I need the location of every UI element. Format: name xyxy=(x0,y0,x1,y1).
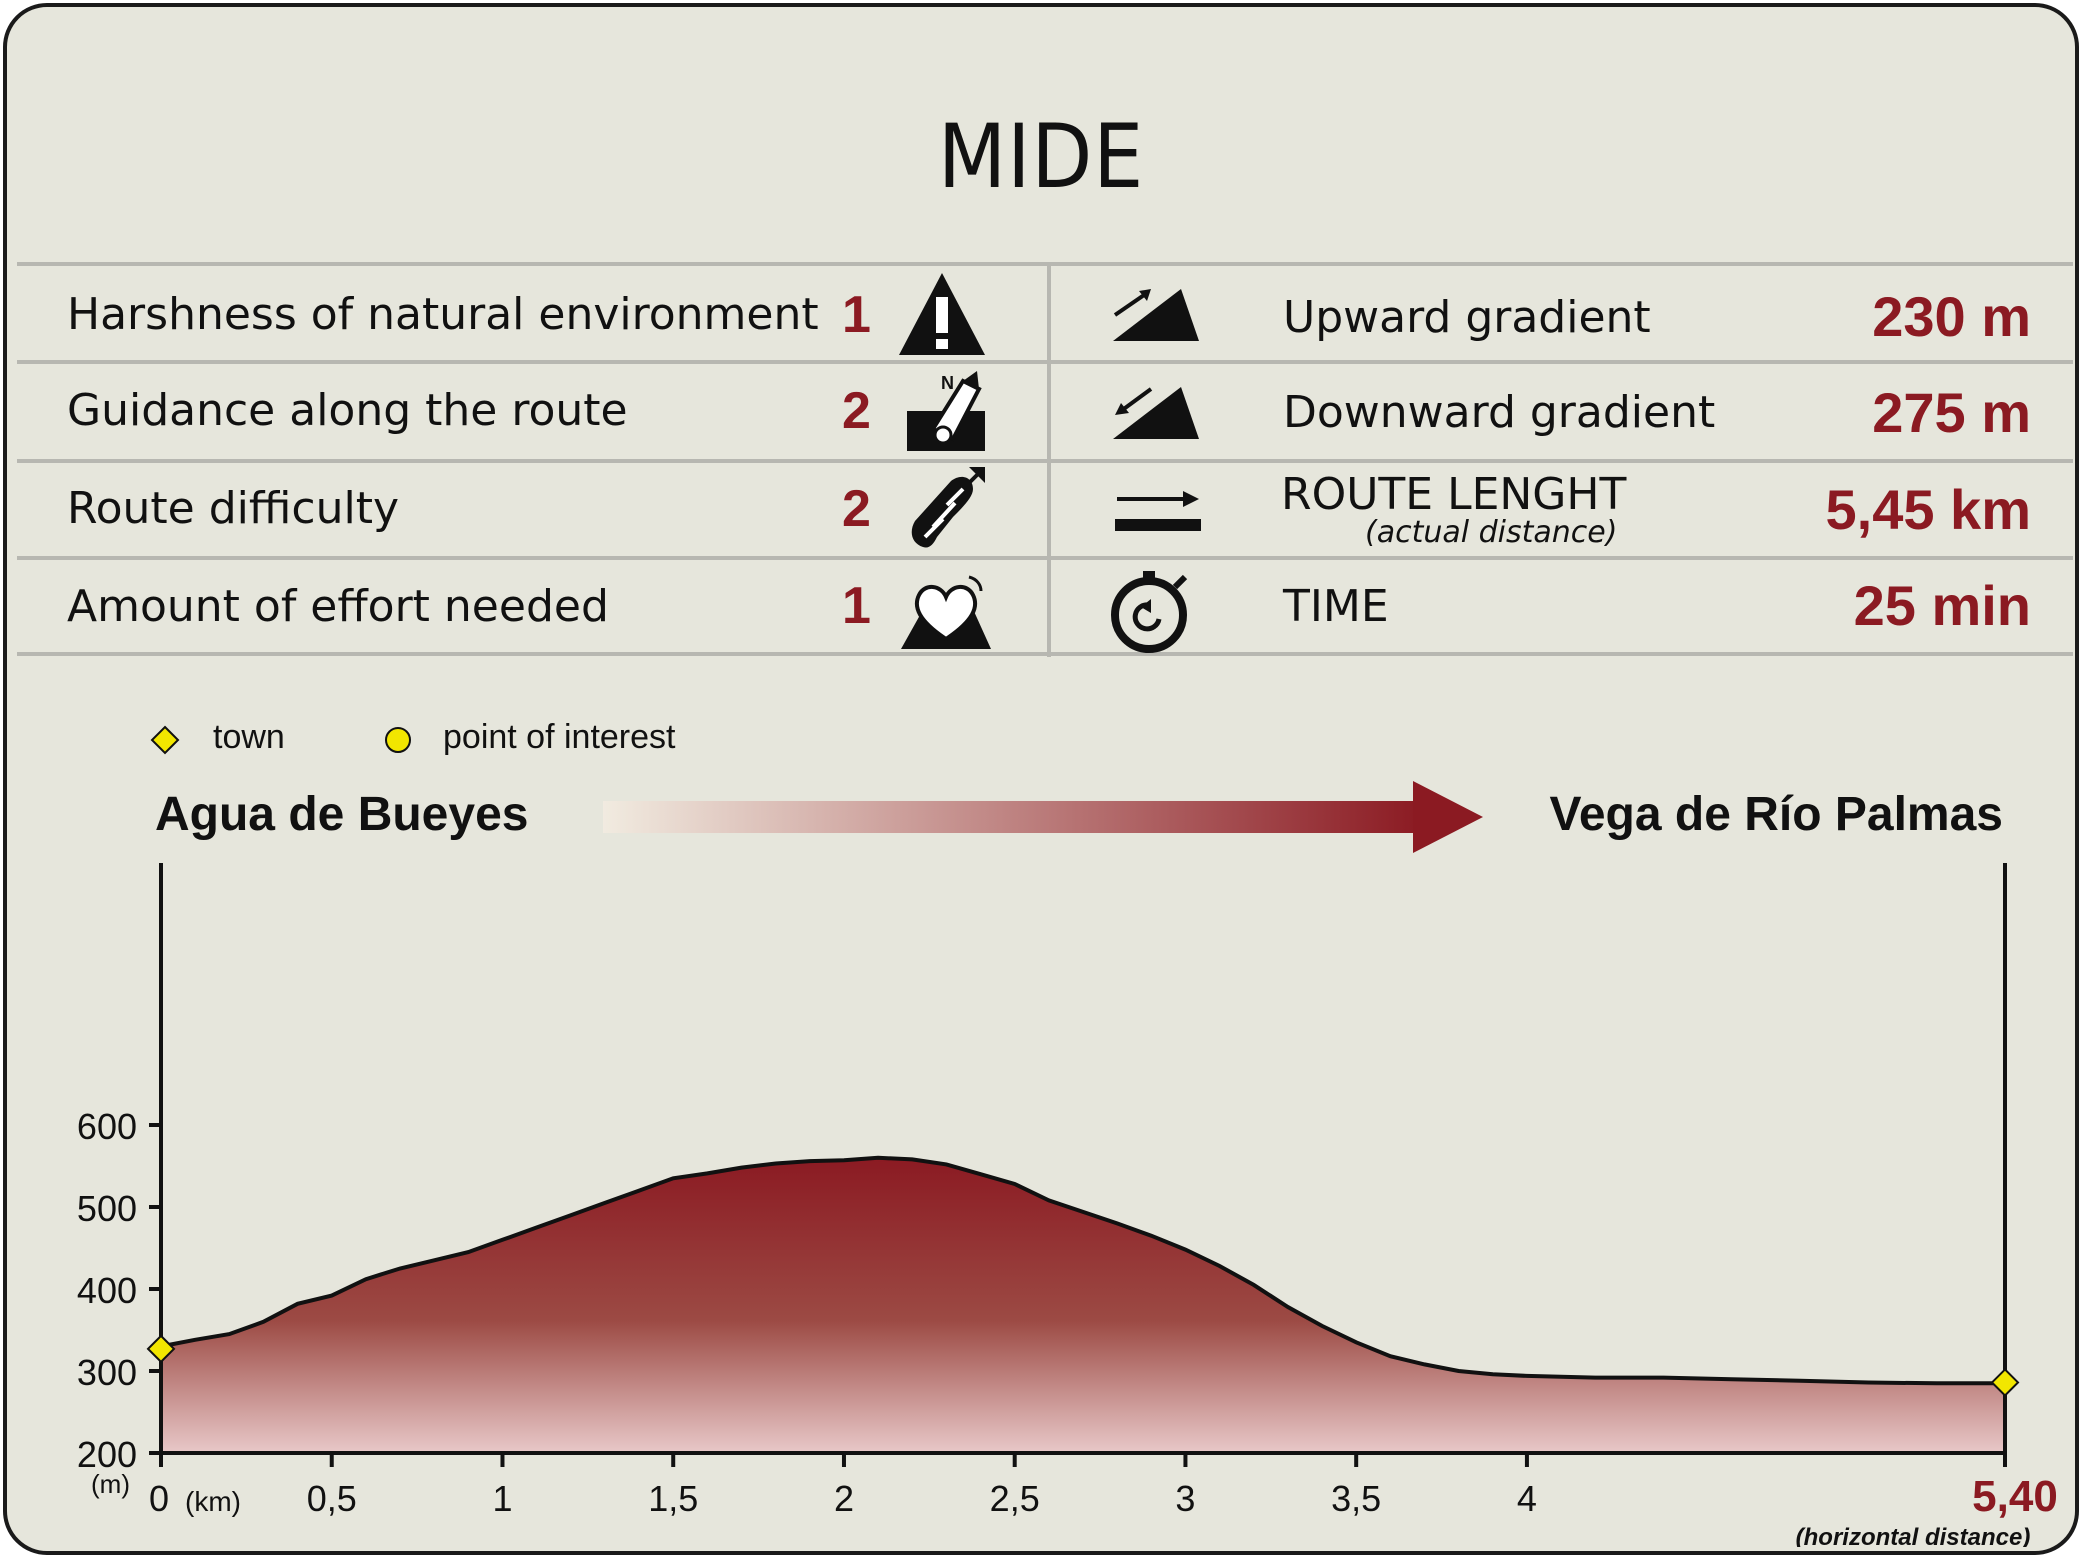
page-title: MIDE xyxy=(937,105,1145,208)
profile-line xyxy=(160,1155,2005,1386)
y-unit-label: (m) xyxy=(91,1469,130,1499)
harshness-score: 1 xyxy=(842,286,871,344)
x-end-label: 5,40 xyxy=(1972,1472,2058,1521)
town-marker xyxy=(1990,1368,2020,1397)
x-end-note: (horizontal distance) xyxy=(1796,1524,2031,1547)
poi-marker-icon xyxy=(385,727,411,753)
legend-town-label: town xyxy=(213,718,285,756)
svg-text:N: N xyxy=(941,373,954,393)
table-divider xyxy=(17,459,2073,463)
x-tick-label: 0,5 xyxy=(307,1478,357,1519)
x-tick-label: 4 xyxy=(1517,1478,1537,1519)
table-divider xyxy=(17,360,2073,364)
table-divider xyxy=(17,262,2073,266)
warning-triangle-icon xyxy=(899,273,985,355)
elevation-profile-chart: 200 300 400 500 600 0 0,5 1 1,5 2 2,5 3 3,5 4 (m) (k… xyxy=(77,863,2058,1547)
difficulty-score: 2 xyxy=(842,480,871,538)
guidance-score: 2 xyxy=(842,382,871,440)
route-length-value: 5,45 km xyxy=(1825,478,2032,541)
heart-mountain-icon xyxy=(901,575,991,649)
x-tick-label: 1 xyxy=(492,1478,512,1519)
y-tick-label: 300 xyxy=(77,1352,137,1393)
difficulty-label: Route difficulty xyxy=(67,483,399,534)
route-length-label: ROUTE LENGHT xyxy=(1281,469,1627,520)
time-label: TIME xyxy=(1283,581,1389,632)
time-value: 25 min xyxy=(1853,574,2031,637)
x-tick-label: 2 xyxy=(834,1478,854,1519)
distance-arrow-icon xyxy=(1115,491,1201,531)
route-length-sublabel: (actual distance) xyxy=(1365,515,1618,550)
upward-gradient-label: Upward gradient xyxy=(1283,292,1651,343)
effort-score: 1 xyxy=(842,577,871,635)
legend-poi-label: point of interest xyxy=(443,718,676,756)
x-tick-label: 3,5 xyxy=(1331,1478,1381,1519)
y-tick-label: 600 xyxy=(77,1106,137,1147)
mide-card: MIDE Harshness of natural environment 1 … xyxy=(3,3,2079,1555)
footprint-icon xyxy=(911,467,985,548)
route-direction-arrow-icon xyxy=(603,781,1483,853)
downward-gradient-label: Downward gradient xyxy=(1283,387,1716,438)
downward-slope-icon xyxy=(1113,387,1199,439)
guidance-label: Guidance along the route xyxy=(67,385,628,436)
route-start-label: Agua de Bueyes xyxy=(155,788,529,841)
y-tick-label: 400 xyxy=(77,1270,137,1311)
table-column-divider xyxy=(1047,265,1051,657)
table-divider xyxy=(17,556,2073,560)
x-tick-label: 2,5 xyxy=(990,1478,1040,1519)
upward-gradient-value: 230 m xyxy=(1872,285,2031,348)
effort-label: Amount of effort needed xyxy=(67,581,609,632)
profile-area xyxy=(161,1157,2005,1453)
compass-map-icon: N xyxy=(907,371,985,451)
harshness-label: Harshness of natural environment xyxy=(67,289,819,340)
y-tick-label: 500 xyxy=(77,1188,137,1229)
stopwatch-icon xyxy=(1111,571,1188,653)
route-end-label: Vega de Río Palmas xyxy=(1549,788,2003,841)
upward-slope-icon xyxy=(1113,289,1199,341)
town-marker xyxy=(146,1334,176,1364)
x-tick-label: 1,5 xyxy=(648,1478,698,1519)
x-unit-label: (km) xyxy=(185,1486,241,1517)
town-marker-icon xyxy=(150,725,180,755)
y-tick-label: 200 xyxy=(77,1434,137,1475)
x-tick-label: 3 xyxy=(1175,1478,1195,1519)
x-tick-label: 0 xyxy=(149,1478,169,1519)
table-divider xyxy=(17,652,2073,656)
downward-gradient-value: 275 m xyxy=(1872,381,2031,444)
